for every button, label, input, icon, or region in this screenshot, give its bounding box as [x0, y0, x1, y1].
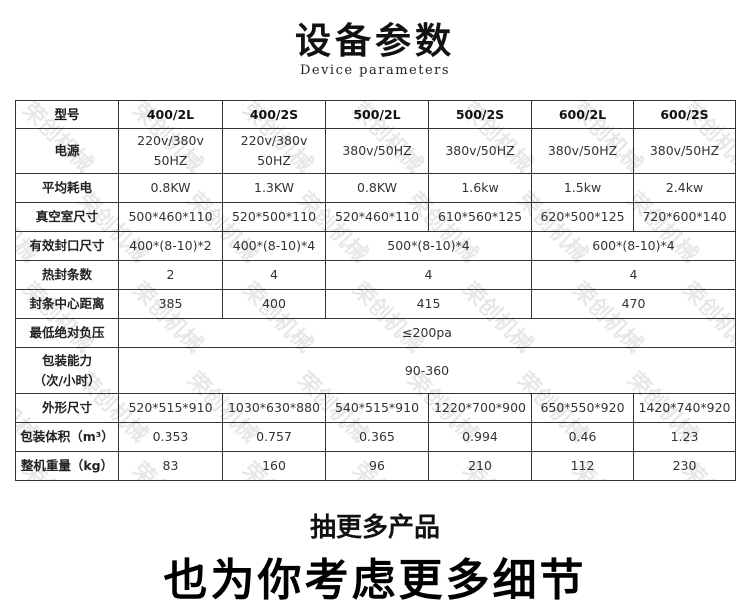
row-label: 封条中心距离	[15, 289, 119, 319]
row-label: 包装体积（m³）	[15, 422, 119, 452]
table-cell: 650*550*920	[531, 393, 634, 423]
table-cell: 400*(8-10)*4	[222, 231, 326, 261]
table-row-volume: 包装体积（m³） 0.353 0.757 0.365 0.994 0.46 1.…	[15, 422, 736, 452]
table-cell: ≤200pa	[118, 318, 736, 348]
page-subtitle: Device parameters	[299, 63, 451, 78]
table-cell: 380v/50HZ	[325, 128, 429, 174]
header-cell: 400/2L	[118, 100, 223, 129]
table-cell: 2.4kw	[633, 173, 736, 203]
table-cell: 520*460*110	[325, 202, 429, 232]
table-cell: 1030*630*880	[222, 393, 326, 423]
table-row-weight: 整机重量（kg） 83 160 96 210 112 230	[15, 451, 736, 481]
table-cell: 112	[531, 451, 634, 481]
table-cell: 2	[118, 260, 223, 290]
table-cell: 380v/50HZ	[428, 128, 532, 174]
header-cell: 500/2L	[325, 100, 429, 129]
row-label: 平均耗电	[15, 173, 119, 203]
row-label: 外形尺寸	[15, 393, 119, 423]
table-cell: 4	[531, 260, 736, 290]
row-label: 有效封口尺寸	[15, 231, 119, 261]
table-cell: 380v/50HZ	[531, 128, 634, 174]
header-cell: 600/2L	[531, 100, 634, 129]
table-cell: 4	[325, 260, 532, 290]
table-cell: 470	[531, 289, 736, 319]
table-cell: 415	[325, 289, 532, 319]
page-title: 设备参数	[294, 21, 455, 62]
table-row-power: 电源 220v/380v 50HZ 220v/380v 50HZ 380v/50…	[15, 128, 736, 174]
table-cell: 1.5kw	[531, 173, 634, 203]
table-cell: 500*460*110	[118, 202, 223, 232]
table-row-consumption: 平均耗电 0.8KW 1.3KW 0.8KW 1.6kw 1.5kw 2.4kw	[15, 173, 736, 203]
footer-line-2: 也为你考虑更多细节	[163, 555, 587, 606]
table-cell: 0.46	[531, 422, 634, 452]
table-cell: 540*515*910	[325, 393, 429, 423]
table-cell: 4	[222, 260, 326, 290]
table-cell: 0.757	[222, 422, 326, 452]
table-cell: 1420*740*920	[633, 393, 736, 423]
table-cell: 220v/380v 50HZ	[118, 128, 223, 174]
table-cell: 380v/50HZ	[633, 128, 736, 174]
header-cell: 600/2S	[633, 100, 736, 129]
table-row-chamber: 真空室尺寸 500*460*110 520*500*110 520*460*11…	[15, 202, 736, 232]
table-cell: 210	[428, 451, 532, 481]
table-cell: 620*500*125	[531, 202, 634, 232]
table-row-seal-size: 有效封口尺寸 400*(8-10)*2 400*(8-10)*4 500*(8-…	[15, 231, 736, 261]
table-cell: 610*560*125	[428, 202, 532, 232]
table-cell: 0.365	[325, 422, 429, 452]
table-cell: 96	[325, 451, 429, 481]
table-row-seal-count: 热封条数 2 4 4 4	[15, 260, 736, 290]
row-label: 最低绝对负压	[15, 318, 119, 348]
header-cell: 400/2S	[222, 100, 326, 129]
table-cell: 0.8KW	[325, 173, 429, 203]
header-row: 型号 400/2L 400/2S 500/2L 500/2S 600/2L 60…	[15, 100, 736, 129]
table-cell: 400*(8-10)*2	[118, 231, 223, 261]
header-cell: 型号	[15, 100, 119, 129]
row-label: 整机重量（kg）	[15, 451, 119, 481]
row-label: 热封条数	[15, 260, 119, 290]
table-cell: 0.353	[118, 422, 223, 452]
table-cell: 500*(8-10)*4	[325, 231, 532, 261]
table-cell: 520*515*910	[118, 393, 223, 423]
table-cell: 385	[118, 289, 223, 319]
table-cell: 0.994	[428, 422, 532, 452]
table-cell: 520*500*110	[222, 202, 326, 232]
row-label: 电源	[15, 128, 119, 174]
table-cell: 220v/380v 50HZ	[222, 128, 326, 174]
row-label: 包装能力 （次/小时）	[15, 347, 119, 394]
table-cell: 1.6kw	[428, 173, 532, 203]
table-cell: 230	[633, 451, 736, 481]
footer-line-1: 抽更多产品	[309, 513, 440, 543]
table-cell: 720*600*140	[633, 202, 736, 232]
table-row-seal-distance: 封条中心距离 385 400 415 470	[15, 289, 736, 319]
table-cell: 1.23	[633, 422, 736, 452]
parameters-table: 型号 400/2L 400/2S 500/2L 500/2S 600/2L 60…	[15, 100, 736, 481]
table-cell: 90-360	[118, 347, 736, 394]
table-cell: 160	[222, 451, 326, 481]
table-cell: 83	[118, 451, 223, 481]
table-row-min-pressure: 最低绝对负压 ≤200pa	[15, 318, 736, 348]
table-cell: 0.8KW	[118, 173, 223, 203]
table-cell: 1.3KW	[222, 173, 326, 203]
table-cell: 600*(8-10)*4	[531, 231, 736, 261]
table-cell: 1220*700*900	[428, 393, 532, 423]
header-cell: 500/2S	[428, 100, 532, 129]
row-label: 真空室尺寸	[15, 202, 119, 232]
table-row-dimensions: 外形尺寸 520*515*910 1030*630*880 540*515*91…	[15, 393, 736, 423]
table-row-capacity: 包装能力 （次/小时） 90-360	[15, 347, 736, 394]
table-cell: 400	[222, 289, 326, 319]
